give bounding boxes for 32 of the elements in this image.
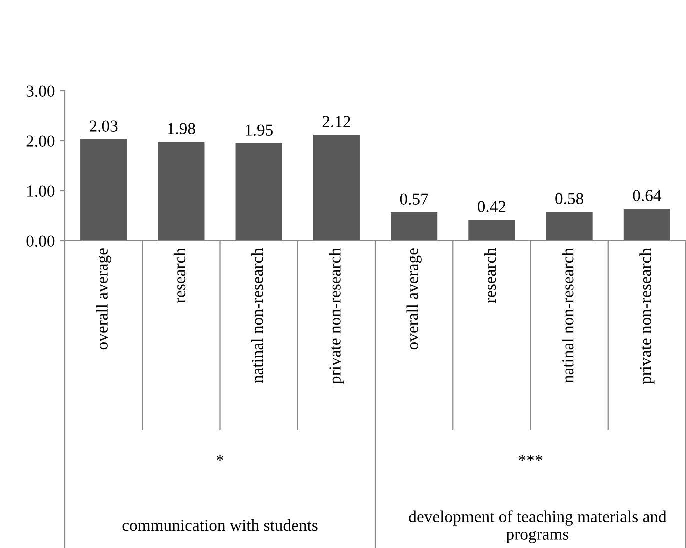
data-label: 1.95 [246, 124, 273, 136]
y-tick-label: 2.00 [26, 136, 55, 148]
bar [624, 209, 670, 241]
data-label: 0.42 [478, 201, 506, 213]
data-label: 0.58 [556, 193, 584, 205]
bar [236, 144, 282, 241]
text: *** [519, 455, 542, 462]
x-tick-label: private non-research [329, 248, 344, 384]
x-tick-label: natinal non-research [252, 248, 264, 384]
text: communication with students [122, 519, 318, 532]
x-tick-label: research [484, 248, 496, 304]
bar [80, 140, 128, 241]
bar [546, 212, 593, 241]
bar [468, 220, 516, 241]
text: development of teaching materials and programs [409, 510, 667, 544]
y-tick-label: 3.00 [26, 86, 55, 98]
data-label: 0.64 [633, 190, 662, 202]
x-tick-label: private non-research [640, 248, 655, 384]
data-label: 0.57 [400, 194, 428, 206]
y-tick-label: 1.00 [28, 186, 55, 198]
bar [158, 142, 205, 241]
data-label: 2.03 [90, 120, 118, 132]
x-tick-label: overall average [406, 248, 422, 350]
y-tick-label: 0.00 [26, 236, 55, 248]
data-label: 1.98 [168, 123, 196, 135]
bar [313, 135, 360, 241]
x-tick-label: research [174, 248, 186, 304]
data-label: 2.12 [322, 116, 350, 128]
x-tick-label: natinal non-research [562, 248, 574, 384]
bar [391, 212, 438, 241]
text: * [216, 455, 224, 462]
x-tick-label: overall average [96, 248, 112, 350]
